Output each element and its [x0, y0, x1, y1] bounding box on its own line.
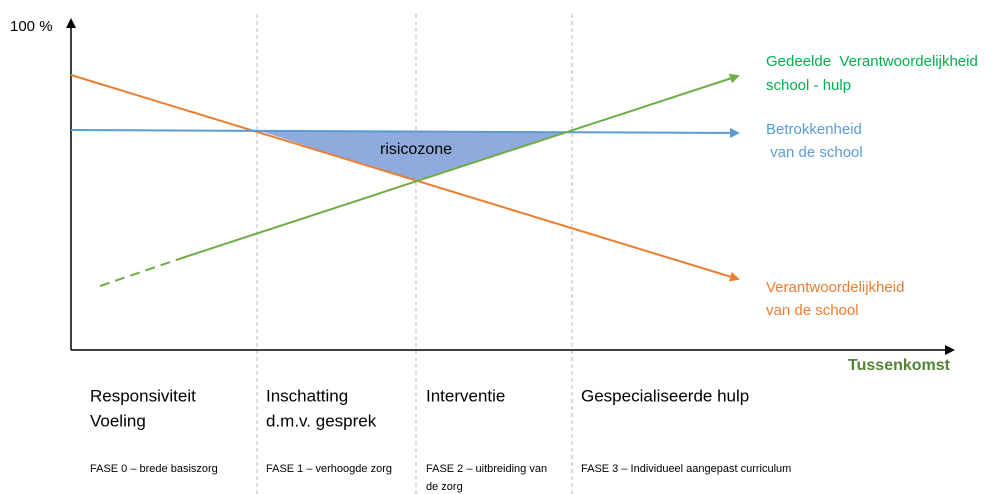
shared-line [181, 73, 740, 259]
shared-line-dashed [99, 257, 183, 287]
phase-dividers [256, 14, 573, 494]
phase-fase: FASE 3 – Individueel aangepast curriculu… [581, 463, 791, 475]
phase-fase: FASE 0 – brede basiszorg [90, 463, 218, 475]
involvement-label: van de school [766, 144, 863, 161]
phase-fase: FASE 2 – uitbreiding van [426, 463, 547, 475]
shared-label: Gedeelde Verantwoordelijkheid [766, 53, 978, 70]
phase-title: Voeling [90, 411, 146, 430]
phase-title: Interventie [426, 386, 505, 405]
phase-title: Inschatting [266, 386, 348, 405]
shared-label: school - hulp [766, 77, 851, 94]
phase-title: Gespecialiseerde hulp [581, 386, 749, 405]
y-axis-label: 100 % [10, 18, 53, 35]
phase-title: Responsiviteit [90, 386, 196, 405]
x-axis-label: Tussenkomst [848, 357, 951, 374]
involvement-label: Betrokkenheid [766, 121, 862, 138]
risk-zone [257, 130, 570, 181]
phase-fase: FASE 1 – verhoogde zorg [266, 463, 392, 475]
involvement-line [70, 127, 740, 138]
zone-label: risicozone [380, 141, 452, 158]
responsibility-label: Verantwoordelijkheid [766, 279, 904, 296]
phase-fase: de zorg [426, 481, 463, 493]
responsibility-line [70, 74, 740, 282]
responsibility-label: van de school [766, 302, 859, 319]
phase-title: d.m.v. gesprek [266, 411, 377, 430]
